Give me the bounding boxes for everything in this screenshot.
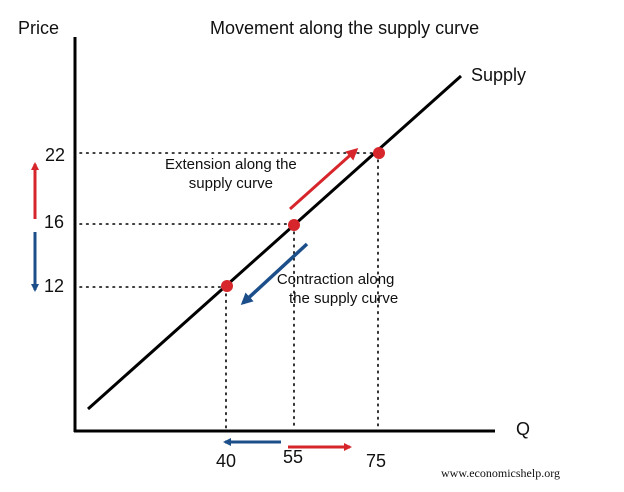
point-q55-p16 xyxy=(288,219,300,231)
x-axis-label: Q xyxy=(516,419,531,439)
contraction-arrow-icon xyxy=(240,242,309,306)
contraction-line1: Contraction along xyxy=(276,271,395,288)
contraction-annotation: Contraction along the supply curve xyxy=(273,270,398,308)
extension-line1: Extension along the xyxy=(165,156,297,173)
point-q75-p22 xyxy=(373,147,385,159)
y-tick-16: 16 xyxy=(44,212,65,232)
contraction-line2: the supply curve xyxy=(289,290,399,307)
y-axis-label: Price xyxy=(18,18,60,38)
chart-title: Movement along the supply curve xyxy=(210,18,480,38)
extension-annotation: Extension along the supply curve xyxy=(165,155,297,193)
x-tick-75: 75 xyxy=(366,451,387,471)
extension-arrow-icon xyxy=(289,148,359,211)
supply-curve xyxy=(87,74,462,411)
extension-line2: supply curve xyxy=(188,175,273,192)
x-tick-40: 40 xyxy=(216,451,237,471)
point-q40-p12 xyxy=(221,280,233,292)
guide-lines xyxy=(79,152,379,429)
credit-text: www.economicshelp.org xyxy=(441,466,560,480)
x-tick-55: 55 xyxy=(283,447,304,467)
y-tick-12: 12 xyxy=(44,276,65,296)
y-tick-22: 22 xyxy=(45,145,66,165)
curve-label: Supply xyxy=(471,65,527,85)
